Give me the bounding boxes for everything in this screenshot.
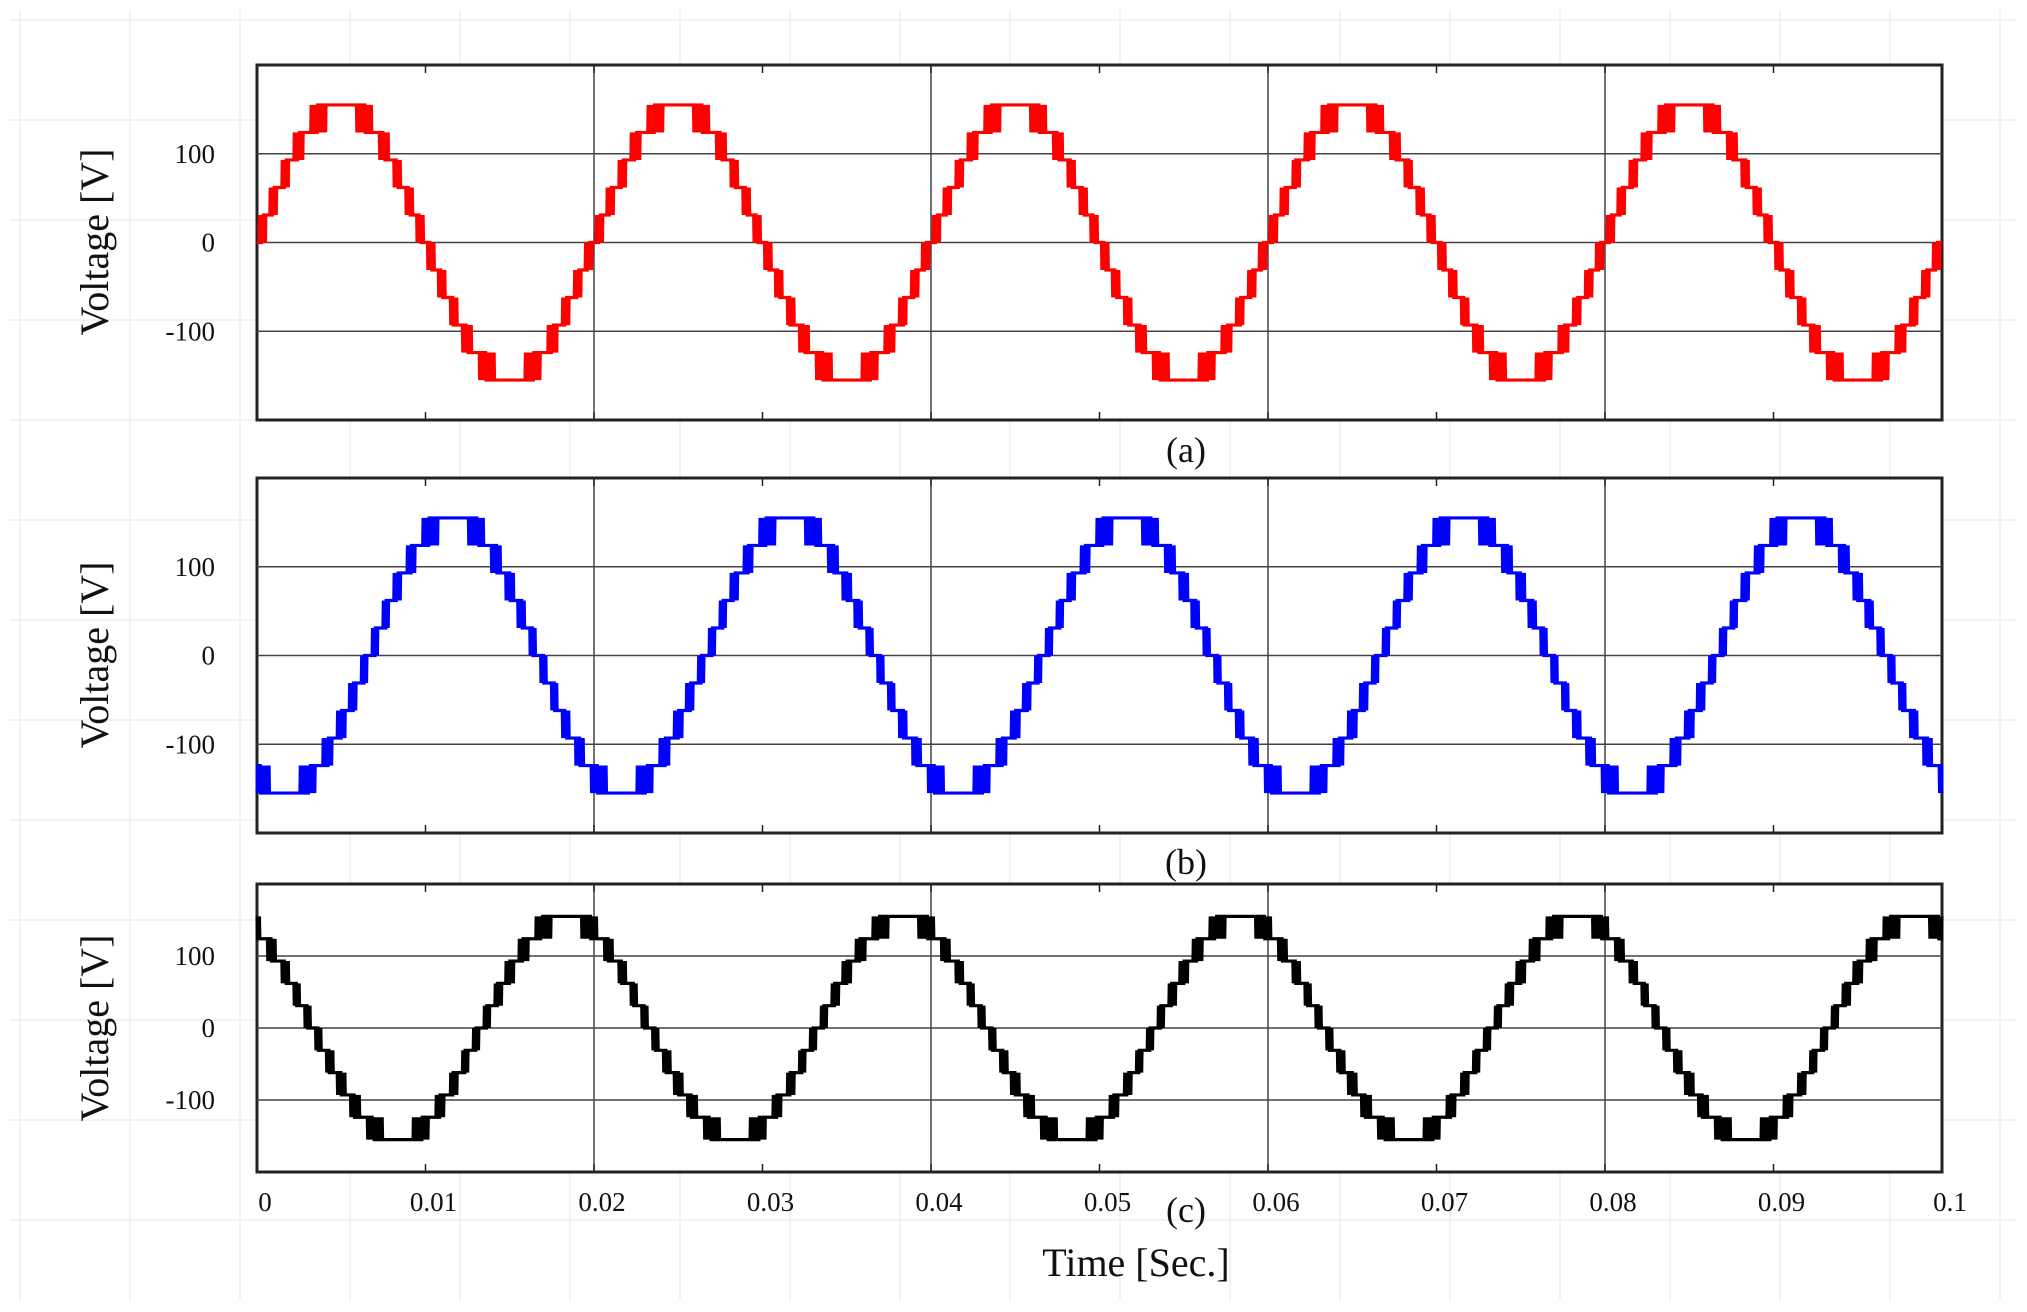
x-tick-label: 0.1 [1933,1187,1967,1217]
x-axis-tick-labels: 0 0.01 0.02 0.03 0.04 0.05 0.06 0.07 0.08 0.09 0.1 [258,1187,1967,1217]
panel-b-caption: (b) [1165,842,1207,882]
y-tick-label: 100 [175,941,216,971]
y-tick-label: 0 [202,1013,216,1043]
x-axis-label: Time [Sec.] [1042,1240,1229,1285]
panel-a: 100 0 -100 Voltage [V] (a) [72,63,1944,470]
x-tick-label: 0 [258,1187,272,1217]
x-tick-label: 0.01 [410,1187,457,1217]
panel-c-plot [255,914,1944,1142]
panel-b: 100 0 -100 Voltage [V] (b) [72,476,1944,882]
panel-c: 100 0 -100 Voltage [V] (c) [72,882,1944,1230]
panel-a-y-ticks: 100 0 -100 [166,139,216,347]
y-tick-label: 0 [202,641,216,671]
panel-b-y-axis-label: Voltage [V] [72,562,117,749]
panel-b-plot [255,516,1944,795]
panel-a-plot [257,103,1942,382]
waveform-trace [257,103,1942,382]
y-tick-label: 100 [175,552,216,582]
y-tick-label: 0 [202,228,216,258]
y-tick-label: -100 [166,316,216,346]
panel-c-y-axis-label: Voltage [V] [72,935,117,1122]
panel-a-caption: (a) [1166,430,1206,470]
waveform-trace [255,516,1944,795]
x-tick-label: 0.03 [747,1187,794,1217]
x-tick-label: 0.02 [578,1187,625,1217]
x-tick-label: 0.05 [1084,1187,1131,1217]
y-tick-label: -100 [166,729,216,759]
panel-c-caption: (c) [1166,1190,1206,1230]
x-tick-label: 0.07 [1421,1187,1468,1217]
waveform-trace [255,914,1944,1142]
panel-c-y-ticks: 100 0 -100 [166,941,216,1115]
x-tick-label: 0.04 [915,1187,963,1217]
panel-b-y-ticks: 100 0 -100 [166,552,216,760]
x-tick-label: 0.08 [1589,1187,1636,1217]
panel-a-y-axis-label: Voltage [V] [72,149,117,336]
x-tick-label: 0.09 [1758,1187,1805,1217]
y-tick-label: 100 [175,139,216,169]
x-tick-label: 0.06 [1252,1187,1299,1217]
y-tick-label: -100 [166,1085,216,1115]
